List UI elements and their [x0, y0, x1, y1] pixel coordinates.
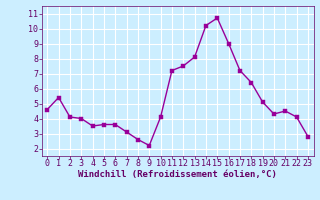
X-axis label: Windchill (Refroidissement éolien,°C): Windchill (Refroidissement éolien,°C) — [78, 170, 277, 179]
